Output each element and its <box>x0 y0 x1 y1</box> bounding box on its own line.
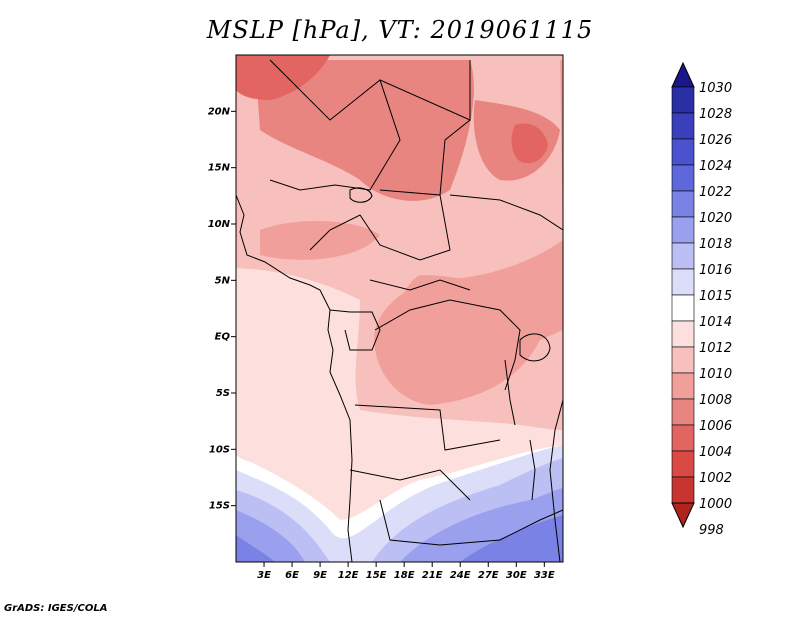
longitude-axis: 3E 6E 9E 12E 15E 18E 21E 24E 27E 30E 33E <box>257 562 555 581</box>
colorbar-label: 1004 <box>699 445 732 460</box>
lon-tick-label: 18E <box>394 570 415 581</box>
colorbar-swatch <box>671 268 695 296</box>
lake-tanganyika <box>504 359 516 426</box>
lon-tick-label: 24E <box>450 570 471 581</box>
colorbar-swatch <box>671 450 695 478</box>
colorbar-top-arrow <box>671 61 695 88</box>
contour-1024 <box>236 515 563 562</box>
credit-text: GrADS: IGES/COLA <box>4 603 108 614</box>
lon-tick-label: 6E <box>285 570 299 581</box>
colorbar-label: 1012 <box>699 341 732 356</box>
colorbar: 1030 1028 1026 1024 1022 1020 1018 1016 1015 1014… <box>671 61 732 538</box>
colorbar-label: 1018 <box>699 237 732 252</box>
lake-chad <box>349 187 373 203</box>
lat-tick-label: 15S <box>209 501 230 512</box>
colorbar-swatch <box>671 346 695 374</box>
lon-tick-label: 30E <box>506 570 527 581</box>
colorbar-swatch <box>671 476 695 504</box>
lon-tick-label: 12E <box>338 570 359 581</box>
colorbar-label: 1030 <box>699 81 732 96</box>
lon-tick-label: 33E <box>534 570 555 581</box>
colorbar-swatch <box>671 216 695 244</box>
colorbar-swatch <box>671 164 695 192</box>
colorbar-swatch <box>671 86 695 114</box>
national-borders <box>269 59 563 546</box>
contour-1006 <box>255 60 560 201</box>
lon-tick-label: 21E <box>422 570 443 581</box>
latitude-axis: 20N 15N 10N 5N EQ 5S 10S 15S <box>208 106 236 512</box>
colorbar-label: 1028 <box>699 107 732 122</box>
lat-tick-label: 5N <box>215 275 231 286</box>
map-frame <box>235 54 564 563</box>
colorbar-label: 1022 <box>699 185 732 200</box>
lat-tick-label: 15N <box>208 163 231 174</box>
map-title: MSLP [hPa], VT: 2019061115 <box>206 16 594 44</box>
lon-tick-label: 3E <box>257 570 271 581</box>
west-africa-coast <box>236 194 353 562</box>
contour-1022 <box>236 488 563 562</box>
colorbar-label: 1000 <box>699 497 732 512</box>
lat-tick-label: 20N <box>208 106 231 117</box>
colorbar-swatch <box>671 242 695 270</box>
east-africa-coast <box>549 399 563 562</box>
colorbar-label: 1024 <box>699 159 732 174</box>
colorbar-label: 1015 <box>699 289 732 304</box>
lon-tick-label: 9E <box>313 570 327 581</box>
lake-malawi <box>529 439 536 501</box>
colorbar-label: 1010 <box>699 367 732 382</box>
lat-tick-label: 5S <box>216 388 230 399</box>
lat-tick-label: 10N <box>208 219 231 230</box>
colorbar-label: 1026 <box>699 133 732 148</box>
colorbar-swatch <box>671 190 695 218</box>
colorbar-swatch <box>671 398 695 426</box>
contour-1012 <box>236 268 563 520</box>
colorbar-swatch <box>671 112 695 140</box>
colorbar-swatch <box>671 372 695 400</box>
colorbar-label: 1008 <box>699 393 732 408</box>
colorbar-swatch <box>671 320 695 348</box>
colorbar-label: 998 <box>699 523 724 538</box>
lake-victoria <box>519 333 551 362</box>
lon-tick-label: 15E <box>366 570 387 581</box>
colorbar-label: 1014 <box>699 315 732 330</box>
colorbar-swatch <box>671 138 695 166</box>
colorbar-swatch <box>671 294 695 322</box>
colorbar-label: 1016 <box>699 263 732 278</box>
colorbar-label: 1002 <box>699 471 732 486</box>
colorbar-label: 1006 <box>699 419 732 434</box>
coastlines-borders <box>236 59 563 562</box>
lon-tick-label: 27E <box>478 570 499 581</box>
colorbar-swatch <box>671 424 695 452</box>
pressure-field <box>236 55 563 562</box>
lat-tick-label: 10S <box>209 444 230 455</box>
contour-1004 <box>236 55 548 164</box>
colorbar-label: 1020 <box>699 211 732 226</box>
colorbar-bottom-arrow <box>671 502 695 529</box>
lat-tick-label: EQ <box>215 332 231 343</box>
